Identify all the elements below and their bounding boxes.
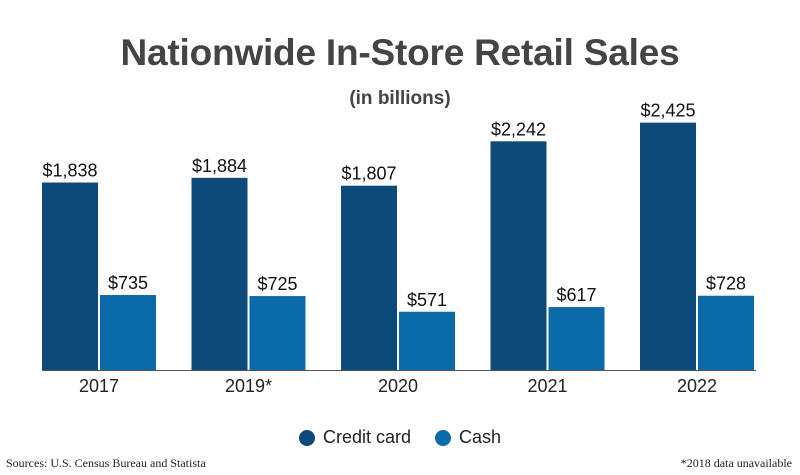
bar-cash-2021 — [548, 307, 605, 370]
bar-credit-card-2020 — [341, 185, 397, 370]
bar-credit-card-2019 — [191, 177, 248, 370]
legend-label-cash: Cash — [459, 427, 502, 447]
bar-cash-2017 — [100, 295, 156, 370]
x-tick-label-2022: 2022 — [677, 376, 717, 396]
x-tick-label-2020: 2020 — [378, 376, 418, 396]
source-note: Sources: U.S. Census Bureau and Statista — [6, 456, 206, 470]
data-label-cash-2017: $735 — [108, 273, 148, 293]
bar-chart: $1,838 $735 2017 $1,884 $725 2019* $1,807 $571 2… — [42, 101, 756, 396]
legend-item-cash: Cash — [435, 427, 501, 448]
data-label-cash-2022: $728 — [706, 274, 746, 294]
data-label-credit-card-2022: $2,425 — [640, 101, 695, 121]
data-label-cash-2019: $725 — [257, 274, 297, 294]
data-label-cash-2021: $617 — [556, 285, 596, 305]
legend-swatch-credit-card — [298, 429, 315, 446]
data-label-credit-card-2019: $1,884 — [192, 156, 247, 176]
data-label-credit-card-2017: $1,838 — [42, 161, 97, 181]
x-tick-label-2021: 2021 — [527, 376, 567, 396]
bar-credit-card-2017 — [42, 182, 98, 370]
bar-cash-2019 — [249, 296, 306, 370]
data-label-credit-card-2020: $1,807 — [341, 164, 396, 184]
footnote: *2018 data unavailable — [680, 456, 792, 470]
legend-item-credit-card: Credit card — [298, 427, 411, 448]
data-label-credit-card-2021: $2,242 — [491, 119, 546, 139]
legend-label-credit-card: Credit card — [322, 427, 411, 447]
data-label-cash-2020: $571 — [407, 290, 447, 310]
bar-credit-card-2022 — [640, 122, 696, 371]
chart-legend: Credit card Cash — [0, 427, 800, 448]
bar-credit-card-2021 — [490, 141, 547, 370]
bar-cash-2020 — [399, 311, 455, 370]
legend-swatch-cash — [435, 429, 451, 446]
chart-subtitle: (in billions) — [349, 88, 451, 109]
x-tick-label-2017: 2017 — [79, 376, 119, 396]
chart-title: Nationwide In-Store Retail Sales — [120, 32, 680, 73]
x-tick-label-2019: 2019* — [225, 376, 272, 396]
bar-cash-2022 — [698, 295, 754, 370]
